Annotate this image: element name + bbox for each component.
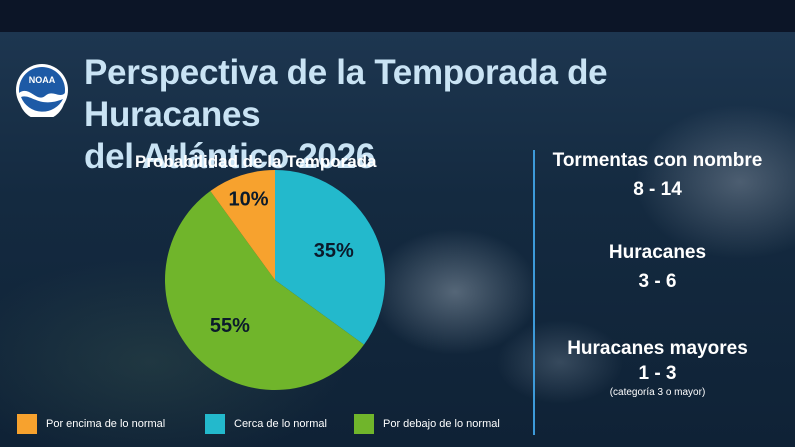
legend-item-near: Cerca de lo normal: [205, 413, 327, 435]
stat-major-hurricanes: Huracanes mayores 1 - 3 (categoría 3 o m…: [545, 338, 770, 400]
legend-label: Cerca de lo normal: [234, 418, 327, 430]
noaa-logo-icon: NOAA: [16, 64, 68, 117]
legend-swatch-above: [17, 414, 37, 434]
top-bar: [0, 0, 795, 32]
legend-swatch-near: [205, 414, 225, 434]
pie-slice-below: [164, 191, 364, 391]
satellite-background: [0, 32, 795, 447]
title-line-1: Perspectiva de la Temporada de Huracanes: [84, 53, 608, 134]
title-line-2: del Atlántico 2026: [84, 137, 375, 176]
legend-label: Por encima de lo normal: [46, 418, 166, 430]
pie-label-below: 55%: [210, 315, 250, 337]
page-title: Perspectiva de la Temporada de Huracanes…: [84, 52, 784, 178]
legend-swatch-below: [354, 414, 374, 434]
pie-label-near: 35%: [314, 240, 354, 262]
stat-named-storms: Tormentas con nombre 8 - 14: [545, 150, 770, 202]
stat-note: (categoría 3 o mayor): [609, 387, 706, 398]
stat-label: Huracanes: [608, 242, 707, 263]
pie-slice-above: [210, 170, 275, 280]
stat-label: Huracanes mayores: [567, 338, 748, 359]
stat-hurricanes: Huracanes 3 - 6: [545, 242, 770, 294]
logo-text: NOAA: [29, 75, 56, 85]
pie-chart: 35% 55% 10%: [164, 170, 385, 391]
divider-line: [533, 150, 535, 435]
chart-title: Probabilidad de la Temporada: [135, 152, 377, 171]
stat-value: 8 - 14: [633, 179, 682, 200]
legend-label: Por debajo de lo normal: [383, 418, 500, 430]
stat-value: 3 - 6: [638, 271, 677, 292]
pie-label-above: 10%: [228, 188, 268, 210]
stat-value: 1 - 3: [638, 363, 677, 384]
legend-item-above: Por encima de lo normal: [17, 413, 165, 435]
pie-slice-near: [275, 170, 385, 345]
stat-label: Tormentas con nombre: [552, 150, 763, 171]
legend-item-below: Por debajo de lo normal: [354, 413, 500, 435]
